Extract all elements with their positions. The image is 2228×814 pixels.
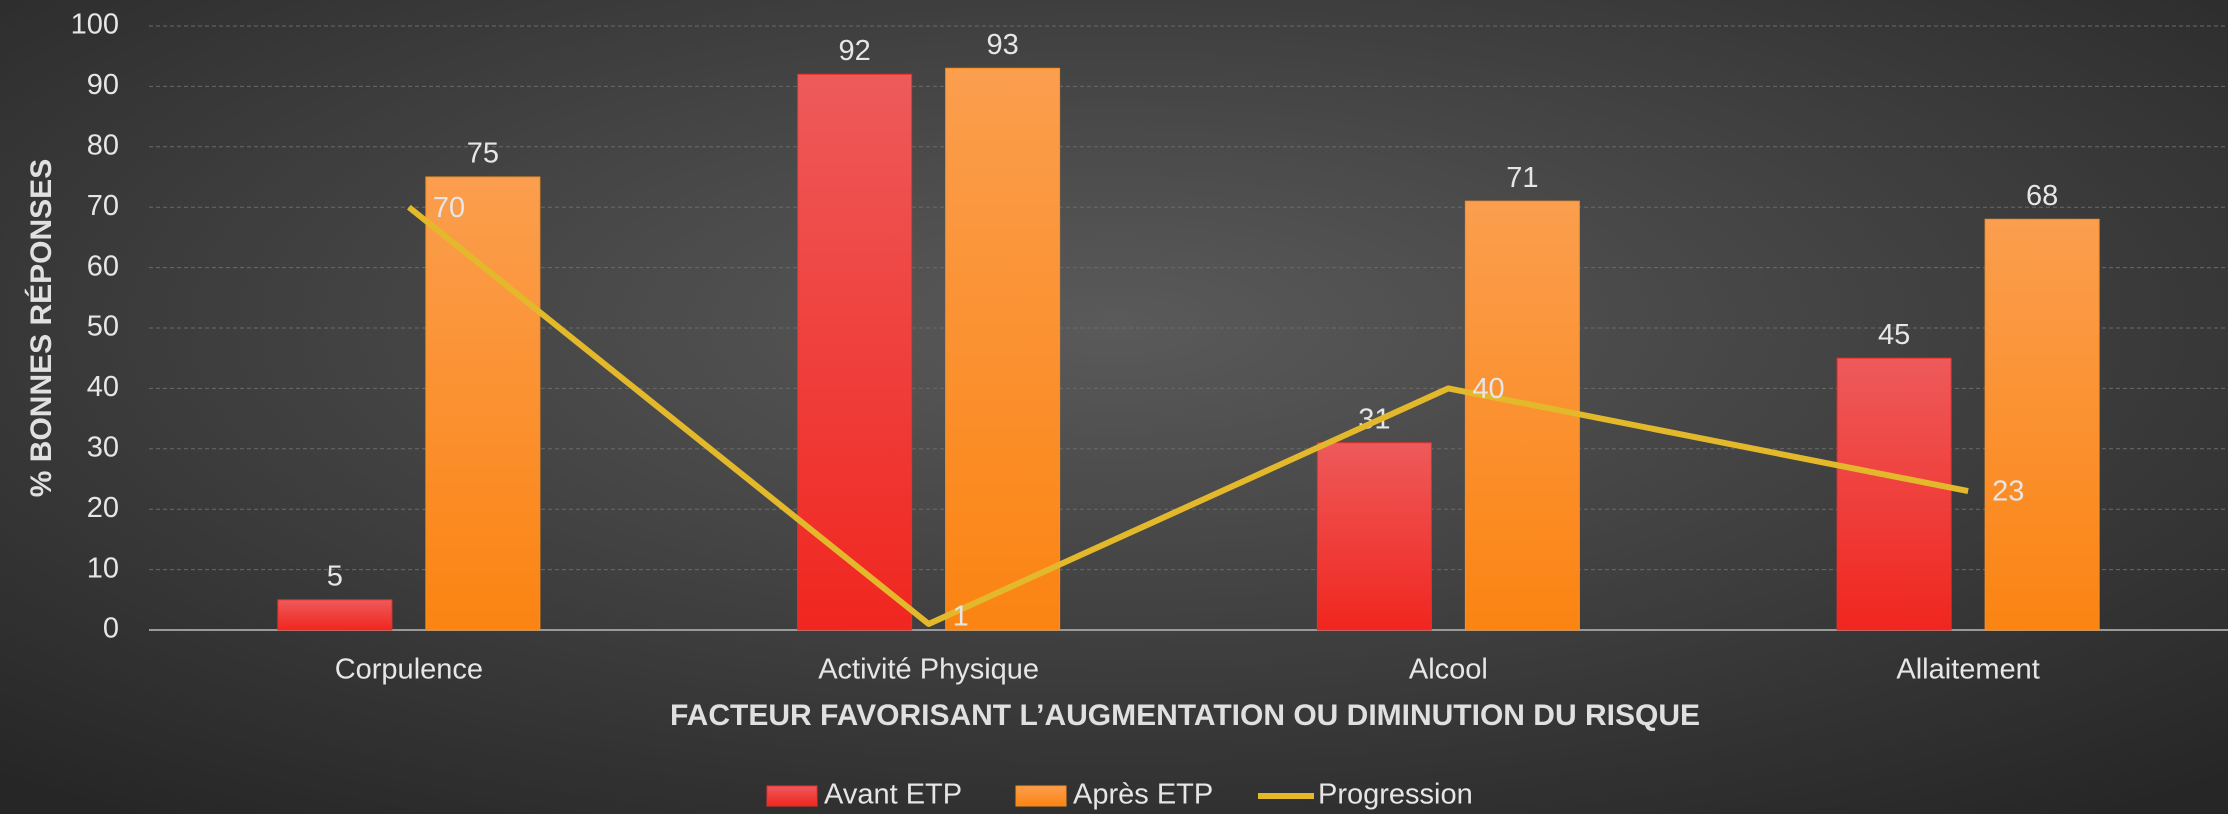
data-label: 40 bbox=[1472, 373, 1504, 405]
bar bbox=[1836, 357, 1952, 631]
y-tick-label: 40 bbox=[87, 371, 119, 403]
y-tick-label: 90 bbox=[87, 69, 119, 101]
bar bbox=[1316, 442, 1432, 631]
y-tick-label: 50 bbox=[87, 311, 119, 343]
data-label: 1 bbox=[953, 601, 969, 633]
bar bbox=[797, 73, 913, 631]
bar bbox=[277, 599, 393, 631]
data-label: 45 bbox=[1878, 319, 1910, 351]
legend-swatch bbox=[1015, 785, 1067, 807]
y-tick-label: 20 bbox=[87, 492, 119, 524]
y-tick-label: 60 bbox=[87, 250, 119, 282]
y-tick-label: 70 bbox=[87, 190, 119, 222]
data-label: 68 bbox=[2026, 180, 2058, 212]
bar bbox=[1984, 218, 2100, 631]
data-label: 5 bbox=[327, 560, 343, 592]
data-label: 93 bbox=[986, 29, 1018, 61]
x-tick-label: Activité Physique bbox=[818, 654, 1039, 686]
bar bbox=[945, 67, 1061, 631]
x-tick-label: Corpulence bbox=[335, 654, 483, 686]
bar bbox=[1464, 200, 1580, 631]
y-tick-label: 100 bbox=[71, 9, 119, 41]
y-tick-label: 10 bbox=[87, 552, 119, 584]
x-tick-label: Allaitement bbox=[1896, 654, 2039, 686]
legend-label: Progression bbox=[1318, 779, 1473, 811]
y-tick-label: 0 bbox=[103, 613, 119, 645]
y-axis-title: % BONNES RÉPONSES bbox=[24, 159, 58, 497]
legend-label: Avant ETP bbox=[824, 779, 962, 811]
y-tick-label: 80 bbox=[87, 129, 119, 161]
data-label: 92 bbox=[838, 35, 870, 67]
data-label: 70 bbox=[433, 192, 465, 224]
data-label: 23 bbox=[1992, 476, 2024, 508]
line bbox=[406, 204, 1969, 627]
data-label: 75 bbox=[467, 138, 499, 170]
data-label: 71 bbox=[1506, 162, 1538, 194]
bar bbox=[425, 176, 541, 631]
x-tick-label: Alcool bbox=[1409, 654, 1488, 686]
legend-swatch bbox=[766, 785, 818, 807]
legend-label: Après ETP bbox=[1073, 779, 1213, 811]
y-tick-label: 30 bbox=[87, 431, 119, 463]
x-axis-title: FACTEUR FAVORISANT L’AUGMENTATION OU DIM… bbox=[670, 699, 1700, 732]
